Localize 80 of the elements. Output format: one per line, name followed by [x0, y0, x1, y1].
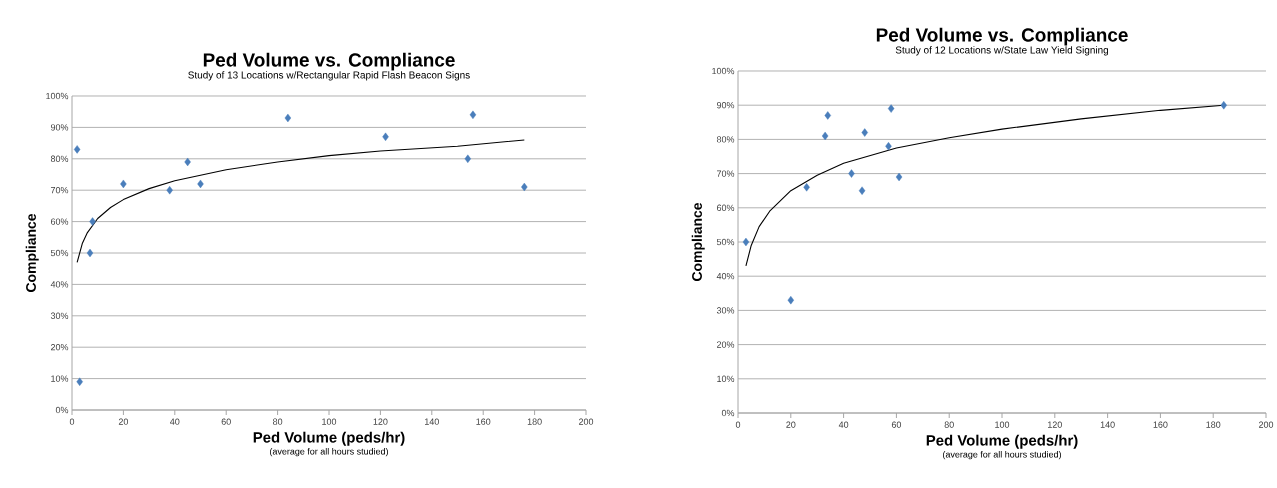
x-axis-title: Ped Volume (peds/hr) [926, 434, 1078, 449]
point [824, 111, 831, 120]
y-tick-label: 50% [716, 238, 735, 246]
point [86, 248, 94, 258]
y-tick-label: 80% [716, 136, 735, 143]
y-tick-label: 40% [50, 281, 69, 288]
x-tick-label: 100 [322, 418, 337, 425]
x-tick-label: 0 [69, 418, 75, 425]
text: (average for all hours studied) [270, 447, 388, 457]
x-tick-label: 200 [578, 418, 594, 425]
point [787, 295, 795, 305]
x-tick-label: 140 [425, 418, 439, 425]
y-tick-label: 100% [46, 92, 69, 100]
point [803, 183, 810, 192]
x-tick-label: 180 [527, 418, 542, 425]
y-axis-title: Compliance [691, 202, 705, 281]
y-tick-label: 60% [50, 218, 69, 225]
point [120, 179, 127, 189]
y-tick-label: 60% [717, 204, 735, 211]
y-tick-label: 0% [55, 406, 69, 414]
y-tick-label: 10% [51, 375, 69, 382]
point [858, 186, 866, 195]
chart-subtitle: Study of 13 Locations w/Rectangular Rapid Flash Beacon Signs [188, 71, 470, 81]
point [521, 182, 528, 192]
line-series [76, 139, 525, 263]
y-tick-label: 100% [712, 67, 735, 75]
y-tick-label: 90% [50, 124, 69, 131]
x-tick-label: 60 [221, 418, 231, 425]
point [76, 377, 83, 386]
x-tick-label: 120 [1048, 421, 1062, 428]
point [885, 142, 892, 151]
point [166, 186, 173, 195]
point [197, 179, 204, 189]
y-tick-label: 0% [721, 409, 735, 417]
x-tick-label: 60 [891, 421, 902, 428]
y-tick-label: 40% [716, 273, 735, 280]
point [464, 154, 471, 163]
chart-title: Ped Volume vs. Compliance [876, 27, 1128, 46]
y-tick-label: 70% [50, 187, 69, 194]
point [848, 169, 855, 178]
x-tick-label: 160 [1153, 421, 1168, 428]
y-tick-label: 10% [717, 375, 735, 382]
point [469, 110, 477, 120]
y-tick-label: 50% [50, 249, 69, 257]
x-tick-label: 100 [995, 421, 1010, 428]
x-tick-label: 20 [786, 421, 796, 428]
point [887, 104, 895, 113]
y-tick-label: 20% [50, 344, 69, 351]
x-tick-label: 40 [838, 421, 849, 428]
chart-subtitle: Study of 12 Locations w/State Law Yield Signing [895, 46, 1109, 56]
y-tick-label: 90% [716, 102, 735, 109]
x-tick-label: 0 [735, 421, 741, 428]
x-tick-label: 120 [373, 418, 388, 425]
chart-title: Ped Volume vs. Compliance [203, 52, 455, 71]
y-tick-label: 30% [50, 312, 69, 319]
x-tick-label: 160 [476, 418, 491, 425]
x-tick-label: 180 [1206, 421, 1221, 428]
x-tick-label: 80 [944, 421, 954, 428]
point [184, 157, 191, 167]
x-tick-label: 20 [118, 418, 129, 425]
y-tick-label: 80% [50, 155, 69, 162]
point [821, 131, 829, 141]
point [73, 145, 81, 154]
y-tick-label: 20% [717, 341, 735, 348]
x-tick-label: 40 [170, 418, 180, 425]
x-tick-label: 80 [273, 418, 283, 425]
y-tick-label: 70% [717, 170, 735, 177]
point [382, 132, 389, 142]
point [89, 217, 96, 226]
x-axis-title: Ped Volume (peds/hr) [253, 431, 405, 446]
point [284, 113, 292, 123]
text: (average for all hours studied) [943, 450, 1061, 460]
y-tick-label: 30% [716, 307, 735, 314]
point [742, 237, 750, 247]
point [861, 128, 868, 137]
x-tick-label: 140 [1100, 421, 1115, 428]
point [1220, 101, 1227, 110]
point [895, 172, 903, 182]
x-tick-label: 200 [1258, 421, 1274, 428]
y-axis-title: Compliance [25, 213, 39, 292]
